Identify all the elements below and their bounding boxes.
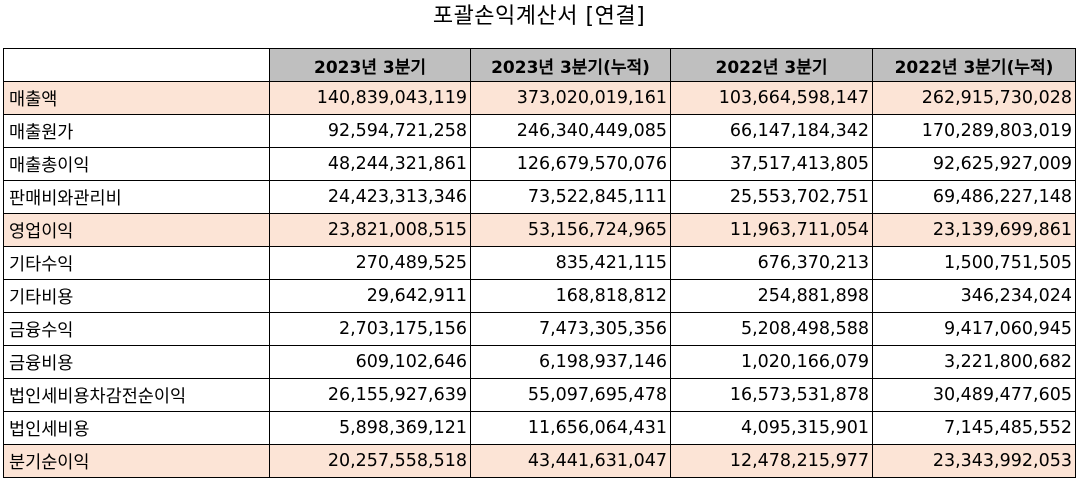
column-header: 2023년 3분기 [269,48,471,82]
table-row: 법인세비용차감전순이익 26,155,927,639 55,097,695,478 1… [3,378,1076,412]
value-cell: 1,020,166,079 [670,345,873,379]
value-cell: 30,489,477,605 [872,378,1076,412]
value-cell: 346,234,024 [872,279,1076,313]
row-label: 매출원가 [3,114,270,148]
value-cell: 262,915,730,028 [872,81,1076,115]
value-cell: 16,573,531,878 [670,378,873,412]
table-row: 영업이익 23,821,008,515 53,156,724,965 11,963,7… [3,213,1076,247]
income-statement-table: 2023년 3분기 2023년 3분기(누적) 2022년 3분기 2022년 … [3,48,1076,478]
table-row: 기타비용 29,642,911 168,818,812 254,881,898 346,… [3,279,1076,313]
table-row: 분기순이익 20,257,558,518 43,441,631,047 12,478,… [3,444,1076,478]
value-cell: 12,478,215,977 [670,444,873,478]
value-cell: 7,473,305,356 [470,312,671,346]
value-cell: 26,155,927,639 [269,378,471,412]
page-title: 포괄손익계산서 [연결] [432,4,646,29]
value-cell: 66,147,184,342 [670,114,873,148]
row-label: 기타수익 [3,246,270,280]
row-label: 법인세비용 [3,411,270,445]
table-row: 기타수익 270,489,525 835,421,115 676,370,213 1,5… [3,246,1076,280]
value-cell: 6,198,937,146 [470,345,671,379]
value-cell: 4,095,315,901 [670,411,873,445]
value-cell: 835,421,115 [470,246,671,280]
value-cell: 609,102,646 [269,345,471,379]
table-body: 매출액 140,839,043,119 373,020,019,161 103,664… [3,81,1076,478]
value-cell: 270,489,525 [269,246,471,280]
value-cell: 23,343,992,053 [872,444,1076,478]
row-label: 금융비용 [3,345,270,379]
table-row: 금융수익 2,703,175,156 7,473,305,356 5,208,498,… [3,312,1076,346]
value-cell: 254,881,898 [670,279,873,313]
value-cell: 73,522,845,111 [470,180,671,214]
value-cell: 170,289,803,019 [872,114,1076,148]
column-header: 2022년 3분기(누적) [872,48,1076,82]
value-cell: 48,244,321,861 [269,147,471,181]
value-cell: 20,257,558,518 [269,444,471,478]
value-cell: 3,221,800,682 [872,345,1076,379]
table-row: 법인세비용 5,898,369,121 11,656,064,431 4,095,31… [3,411,1076,445]
row-label: 영업이익 [3,213,270,247]
value-cell: 24,423,313,346 [269,180,471,214]
row-label: 기타비용 [3,279,270,313]
value-cell: 37,517,413,805 [670,147,873,181]
table-row: 판매비와관리비 24,423,313,346 73,522,845,111 25,55… [3,180,1076,214]
value-cell: 25,553,702,751 [670,180,873,214]
table-header-row: 2023년 3분기 2023년 3분기(누적) 2022년 3분기 2022년 … [3,48,1076,82]
value-cell: 92,594,721,258 [269,114,471,148]
table-row: 금융비용 609,102,646 6,198,937,146 1,020,166,07… [3,345,1076,379]
value-cell: 23,139,699,861 [872,213,1076,247]
value-cell: 168,818,812 [470,279,671,313]
value-cell: 103,664,598,147 [670,81,873,115]
value-cell: 29,642,911 [269,279,471,313]
value-cell: 5,208,498,588 [670,312,873,346]
value-cell: 43,441,631,047 [470,444,671,478]
value-cell: 5,898,369,121 [269,411,471,445]
value-cell: 11,656,064,431 [470,411,671,445]
value-cell: 11,963,711,054 [670,213,873,247]
value-cell: 676,370,213 [670,246,873,280]
value-cell: 246,340,449,085 [470,114,671,148]
table-row: 매출총이익 48,244,321,861 126,679,570,076 37,517… [3,147,1076,181]
table-row: 매출원가 92,594,721,258 246,340,449,085 66,147,… [3,114,1076,148]
value-cell: 69,486,227,148 [872,180,1076,214]
value-cell: 9,417,060,945 [872,312,1076,346]
column-header: 2023년 3분기(누적) [470,48,671,82]
row-label: 법인세비용차감전순이익 [3,378,270,412]
header-corner-cell [3,48,270,82]
row-label: 금융수익 [3,312,270,346]
column-header: 2022년 3분기 [670,48,873,82]
value-cell: 140,839,043,119 [269,81,471,115]
value-cell: 53,156,724,965 [470,213,671,247]
value-cell: 1,500,751,505 [872,246,1076,280]
value-cell: 373,020,019,161 [470,81,671,115]
value-cell: 92,625,927,009 [872,147,1076,181]
row-label: 분기순이익 [3,444,270,478]
value-cell: 23,821,008,515 [269,213,471,247]
value-cell: 7,145,485,552 [872,411,1076,445]
row-label: 매출총이익 [3,147,270,181]
row-label: 매출액 [3,81,270,115]
table-row: 매출액 140,839,043,119 373,020,019,161 103,664… [3,81,1076,115]
value-cell: 55,097,695,478 [470,378,671,412]
value-cell: 2,703,175,156 [269,312,471,346]
value-cell: 126,679,570,076 [470,147,671,181]
row-label: 판매비와관리비 [3,180,270,214]
